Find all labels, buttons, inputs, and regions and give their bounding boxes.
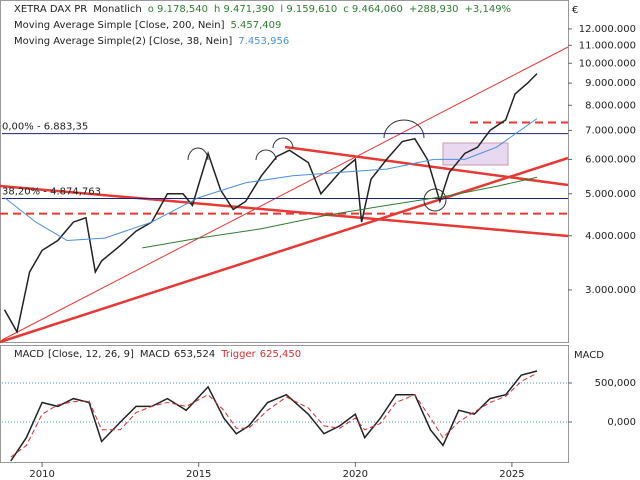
label-part: Trigger [220,349,256,360]
y-tick-label: 11.000.000 [579,40,636,51]
price-panel [0,0,569,343]
label-part: 653,524 [174,349,215,360]
series-line [3,73,538,334]
y-tick-label: 3.000.000 [585,285,636,296]
y-tick-label: 12.000.000 [579,24,636,35]
label-part: XETRA DAX PR [14,4,87,15]
trendline [0,184,569,238]
currency-label: € [572,5,578,16]
label-part: o 9.178,540 [148,4,208,15]
label-part: +288,930 [409,4,459,15]
y-tick-label: 0,000 [607,417,636,428]
label-part: 5.457,409 [230,20,281,31]
label-part: MACD [14,349,44,360]
y-tick-label: 7.000.000 [585,125,636,136]
series-line [4,118,538,242]
y-tick-label: 8.000.000 [585,100,636,111]
x-tick-label: 2020 [343,469,368,480]
x-tick-label: 2015 [186,469,211,480]
y-tick-label: 10.000.000 [579,58,636,69]
macd-panel [0,345,569,463]
level-label: 38,20% - 4.874,763 [2,187,101,198]
series-line [10,372,538,458]
trendline [0,156,569,344]
trendline [284,145,569,187]
label-part: 625,450 [260,349,301,360]
legend-entry: Moving Average Simple [Close, 200, Nein]… [14,20,281,31]
label-part: h 9.471,390 [214,4,274,15]
label-part: [Close, 12, 26, 9] [48,349,134,360]
y-tick-label: 500,000 [595,378,636,389]
chart-header: XETRA DAX PR Monatlich o 9.178,540 h 9.471,… [14,4,511,15]
series-line [142,176,538,249]
legend-entry: Moving Average Simple(2) [Close, 38, Nei… [14,36,289,47]
label-part: 7.453,956 [238,36,289,47]
label-part: c 9.464,060 [343,4,403,15]
y-tick-label: 5.000.000 [585,189,636,200]
level-label: 0,00% - 6.883,35 [2,122,88,133]
y-tick-label: 9.000.000 [585,78,636,89]
label-part: Moving Average Simple [Close, 200, Nein] [14,20,225,31]
pattern-arc [187,119,425,161]
label-part: l 9.159,610 [280,4,337,15]
y-tick-label: 6.000.000 [585,154,636,165]
axis-label: MACD [574,350,604,361]
macd-header: MACD [Close, 12, 26, 9] MACD 653,524 Trigger… [14,349,301,360]
label-part: +3,149% [465,4,512,15]
label-part: MACD [140,349,170,360]
series-line [10,370,538,462]
trendline [1,46,569,341]
x-tick-label: 2010 [29,469,54,480]
x-tick-label: 2025 [499,469,524,480]
label-part: Moving Average Simple(2) [Close, 38, Nei… [14,36,232,47]
label-part: Monatlich [93,4,142,15]
y-tick-label: 4.000.000 [585,231,636,242]
